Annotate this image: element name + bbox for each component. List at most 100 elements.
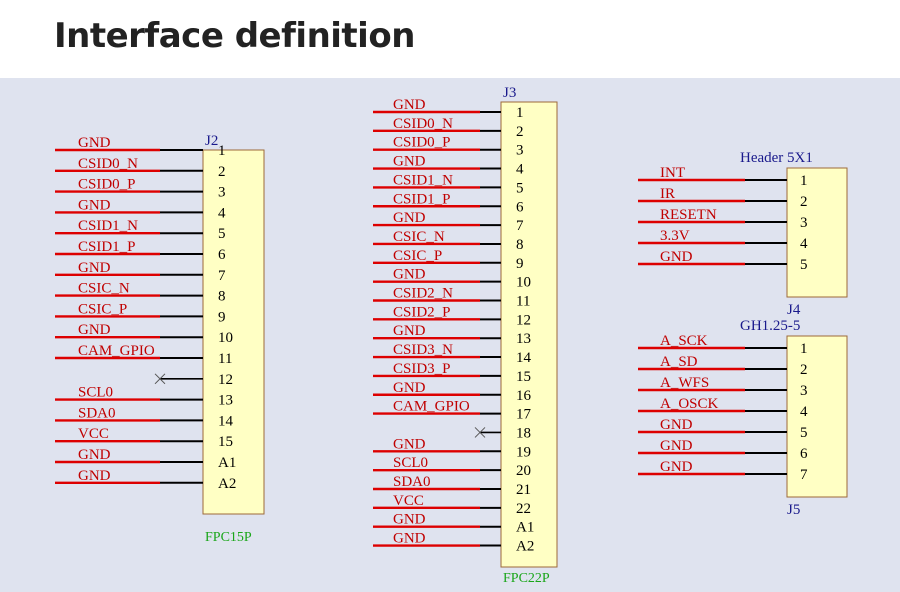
pin-number: 3 [800, 215, 808, 231]
pin-number: 7 [218, 268, 226, 284]
j2-body [202, 149, 265, 515]
pin-number: 16 [516, 388, 532, 404]
signal-label: GND [78, 135, 111, 151]
signal-label: A_SCK [660, 333, 708, 349]
pin-number: 15 [218, 434, 233, 450]
pin-number: 17 [516, 407, 532, 423]
signal-label: A_WFS [660, 375, 709, 391]
signal-label: GND [660, 417, 693, 433]
signal-label: CSID1_P [393, 191, 451, 207]
signal-label: GND [393, 210, 426, 226]
pin-number: 10 [516, 275, 531, 291]
pin-number: 13 [516, 331, 531, 347]
page-title: Interface definition [54, 16, 415, 56]
signal-label: RESETN [660, 207, 717, 223]
j3-body [500, 101, 558, 568]
signal-label: CSID2_N [393, 286, 453, 302]
pin-number: 14 [218, 413, 234, 429]
pin-number: 4 [800, 404, 808, 420]
signal-label: CAM_GPIO [78, 343, 155, 359]
pin-number: 6 [516, 199, 524, 215]
signal-label: GND [393, 154, 426, 170]
pin-number: 4 [516, 162, 524, 178]
signal-label: CSID0_N [78, 156, 138, 172]
j4-part-label: Header 5X1 [740, 150, 813, 166]
j4-body [786, 167, 848, 298]
no-connect-mark [154, 373, 166, 385]
signal-label: CSID2_P [393, 304, 451, 320]
pin-number: 12 [516, 312, 531, 328]
pin-number: 2 [800, 194, 808, 210]
signal-label: CSID1_P [78, 239, 136, 255]
j2-ref-label: J2 [205, 133, 218, 149]
signal-label: CSID0_N [393, 116, 453, 132]
pin-number: 8 [516, 237, 524, 253]
signal-label: GND [660, 249, 693, 265]
j2-footprint-label: FPC15P [205, 530, 252, 545]
signal-label: GND [660, 438, 693, 454]
signal-label: CSID3_N [393, 342, 453, 358]
j5-body [786, 335, 848, 498]
pin-number: 1 [516, 105, 524, 121]
page-header: Interface definition [0, 0, 900, 78]
j5-part-label: GH1.25-5 [740, 318, 800, 334]
pin-number: 6 [218, 247, 226, 263]
signal-label: CAM_GPIO [393, 399, 470, 415]
pin-number: 1 [800, 341, 808, 357]
pin-number: 7 [800, 467, 808, 483]
j4-ref-label: J4 [787, 302, 801, 318]
pin-number: 11 [218, 351, 232, 367]
signal-label: SDA0 [393, 474, 431, 490]
signal-label: A_OSCK [660, 396, 719, 412]
pin-number: A2 [218, 476, 236, 492]
signal-label: CSIC_P [78, 301, 127, 317]
signal-label: SCL0 [393, 455, 428, 471]
no-connect-mark [474, 427, 486, 438]
pin-number: 13 [218, 393, 233, 409]
signal-label: IR [660, 186, 675, 202]
pin-number: 12 [218, 372, 233, 388]
j3-ref-label: J3 [503, 85, 516, 101]
signal-label: CSID1_N [393, 172, 453, 188]
pin-number: 5 [800, 257, 808, 273]
pin-number: 5 [800, 425, 808, 441]
signal-label: GND [393, 267, 426, 283]
pin-number: 20 [516, 463, 531, 479]
pin-number: 9 [516, 256, 524, 272]
j4-connector: J4 Header 5X1 INT 1 IR 2 RESETN 3 3.3V 4 GND 5 [638, 150, 848, 318]
signal-label: GND [78, 197, 111, 213]
pin-number: 7 [516, 218, 524, 234]
pin-number: 3 [800, 383, 808, 399]
signal-label: CSID1_N [78, 218, 138, 234]
signal-label: CSID0_P [393, 135, 451, 151]
pin-number: 9 [218, 309, 226, 325]
pin-number: 5 [516, 180, 524, 196]
signal-label: CSIC_P [393, 248, 442, 264]
signal-label: GND [393, 97, 426, 113]
j2-connector: J2 FPC15P GND 1 CSID0_N 2 CSID0_P 3 GND 4 CSID1_N 5… [55, 133, 265, 545]
pin-number: 2 [218, 164, 226, 180]
signal-label: VCC [78, 426, 109, 442]
pin-number: 1 [218, 143, 226, 159]
pin-number: 2 [800, 362, 808, 378]
pin-number: A1 [516, 520, 534, 536]
signal-label: GND [78, 260, 111, 276]
pin-number: 22 [516, 501, 531, 517]
pin-number: 5 [218, 226, 226, 242]
pin-number: A1 [218, 455, 236, 471]
pin-number: 11 [516, 294, 530, 310]
signal-label: CSID3_P [393, 361, 451, 377]
signal-label: INT [660, 165, 685, 181]
pin-number: 18 [516, 425, 531, 441]
pin-number: 6 [800, 446, 808, 462]
signal-label: GND [393, 512, 426, 528]
pin-number: 3 [218, 185, 226, 201]
signal-label: GND [78, 322, 111, 338]
j3-footprint-label: FPC22P [503, 571, 550, 586]
pin-number: 4 [800, 236, 808, 252]
signal-label: SCL0 [78, 385, 113, 401]
pin-number: 1 [800, 173, 808, 189]
pin-number: 10 [218, 330, 233, 346]
signal-label: CSIC_N [78, 281, 130, 297]
